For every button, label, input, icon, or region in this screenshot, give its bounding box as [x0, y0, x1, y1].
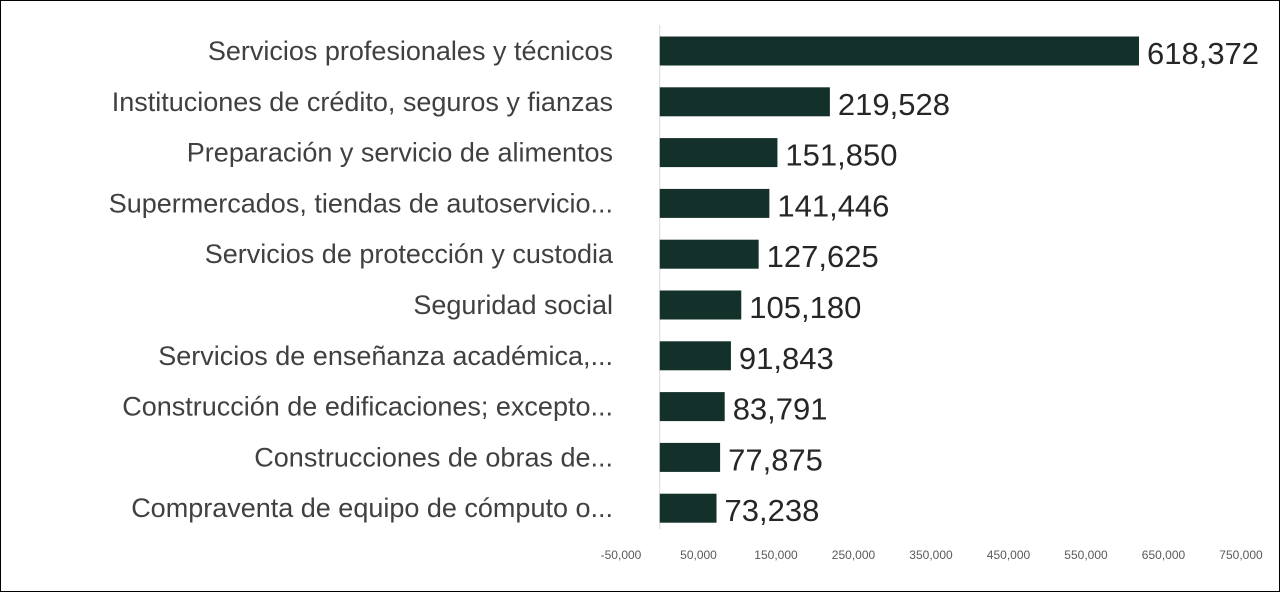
- value-label: 77,875: [728, 442, 823, 477]
- category-label: Construcción de edificaciones; excepto..…: [122, 392, 613, 422]
- category-label: Seguridad social: [413, 290, 613, 320]
- x-tick-label: 550,000: [1064, 548, 1108, 562]
- bar: [659, 442, 721, 472]
- bar: [659, 239, 759, 269]
- x-tick-label: 450,000: [987, 548, 1031, 562]
- bars: [659, 36, 1139, 523]
- value-label: 105,180: [749, 290, 861, 325]
- value-label: 83,791: [733, 392, 828, 427]
- x-tick-label: 150,000: [754, 548, 798, 562]
- bar: [659, 138, 778, 168]
- value-label: 91,843: [739, 341, 834, 376]
- x-tick-label: 650,000: [1142, 548, 1186, 562]
- value-label: 73,238: [725, 493, 820, 528]
- value-label: 127,625: [767, 239, 879, 274]
- x-axis-tick-labels: -50,000 50,000 150,000 250,000 350,000 450,00…: [601, 548, 1263, 562]
- bar: [659, 188, 770, 218]
- category-label: Servicios de protección y custodia: [205, 239, 614, 269]
- bar: [659, 87, 830, 117]
- bar: [659, 290, 742, 320]
- category-labels: Servicios profesionales y técnicos Instit…: [109, 36, 614, 523]
- category-label: Servicios profesionales y técnicos: [208, 36, 613, 66]
- x-tick-label: 350,000: [909, 548, 953, 562]
- x-tick-label: 750,000: [1219, 548, 1263, 562]
- value-label: 151,850: [785, 138, 897, 173]
- value-labels: 618,372 219,528 151,850 141,446 127,625 105,1…: [725, 36, 1260, 528]
- value-label: 141,446: [777, 188, 889, 223]
- bar: [659, 392, 725, 422]
- bar: [659, 341, 731, 371]
- category-label: Instituciones de crédito, seguros y fian…: [112, 87, 613, 117]
- bar: [659, 493, 717, 523]
- category-label: Compraventa de equipo de cómputo o...: [131, 493, 613, 523]
- category-label: Preparación y servicio de alimentos: [187, 138, 613, 168]
- x-tick-label: 50,000: [680, 548, 717, 562]
- value-label: 618,372: [1147, 36, 1259, 71]
- category-label: Construcciones de obras de...: [254, 442, 613, 472]
- category-label: Servicios de enseñanza académica,...: [158, 341, 613, 371]
- category-label: Supermercados, tiendas de autoservicio..…: [109, 188, 613, 218]
- x-tick-label: -50,000: [601, 548, 642, 562]
- bar: [659, 36, 1139, 66]
- x-tick-label: 250,000: [832, 548, 876, 562]
- value-label: 219,528: [838, 87, 950, 122]
